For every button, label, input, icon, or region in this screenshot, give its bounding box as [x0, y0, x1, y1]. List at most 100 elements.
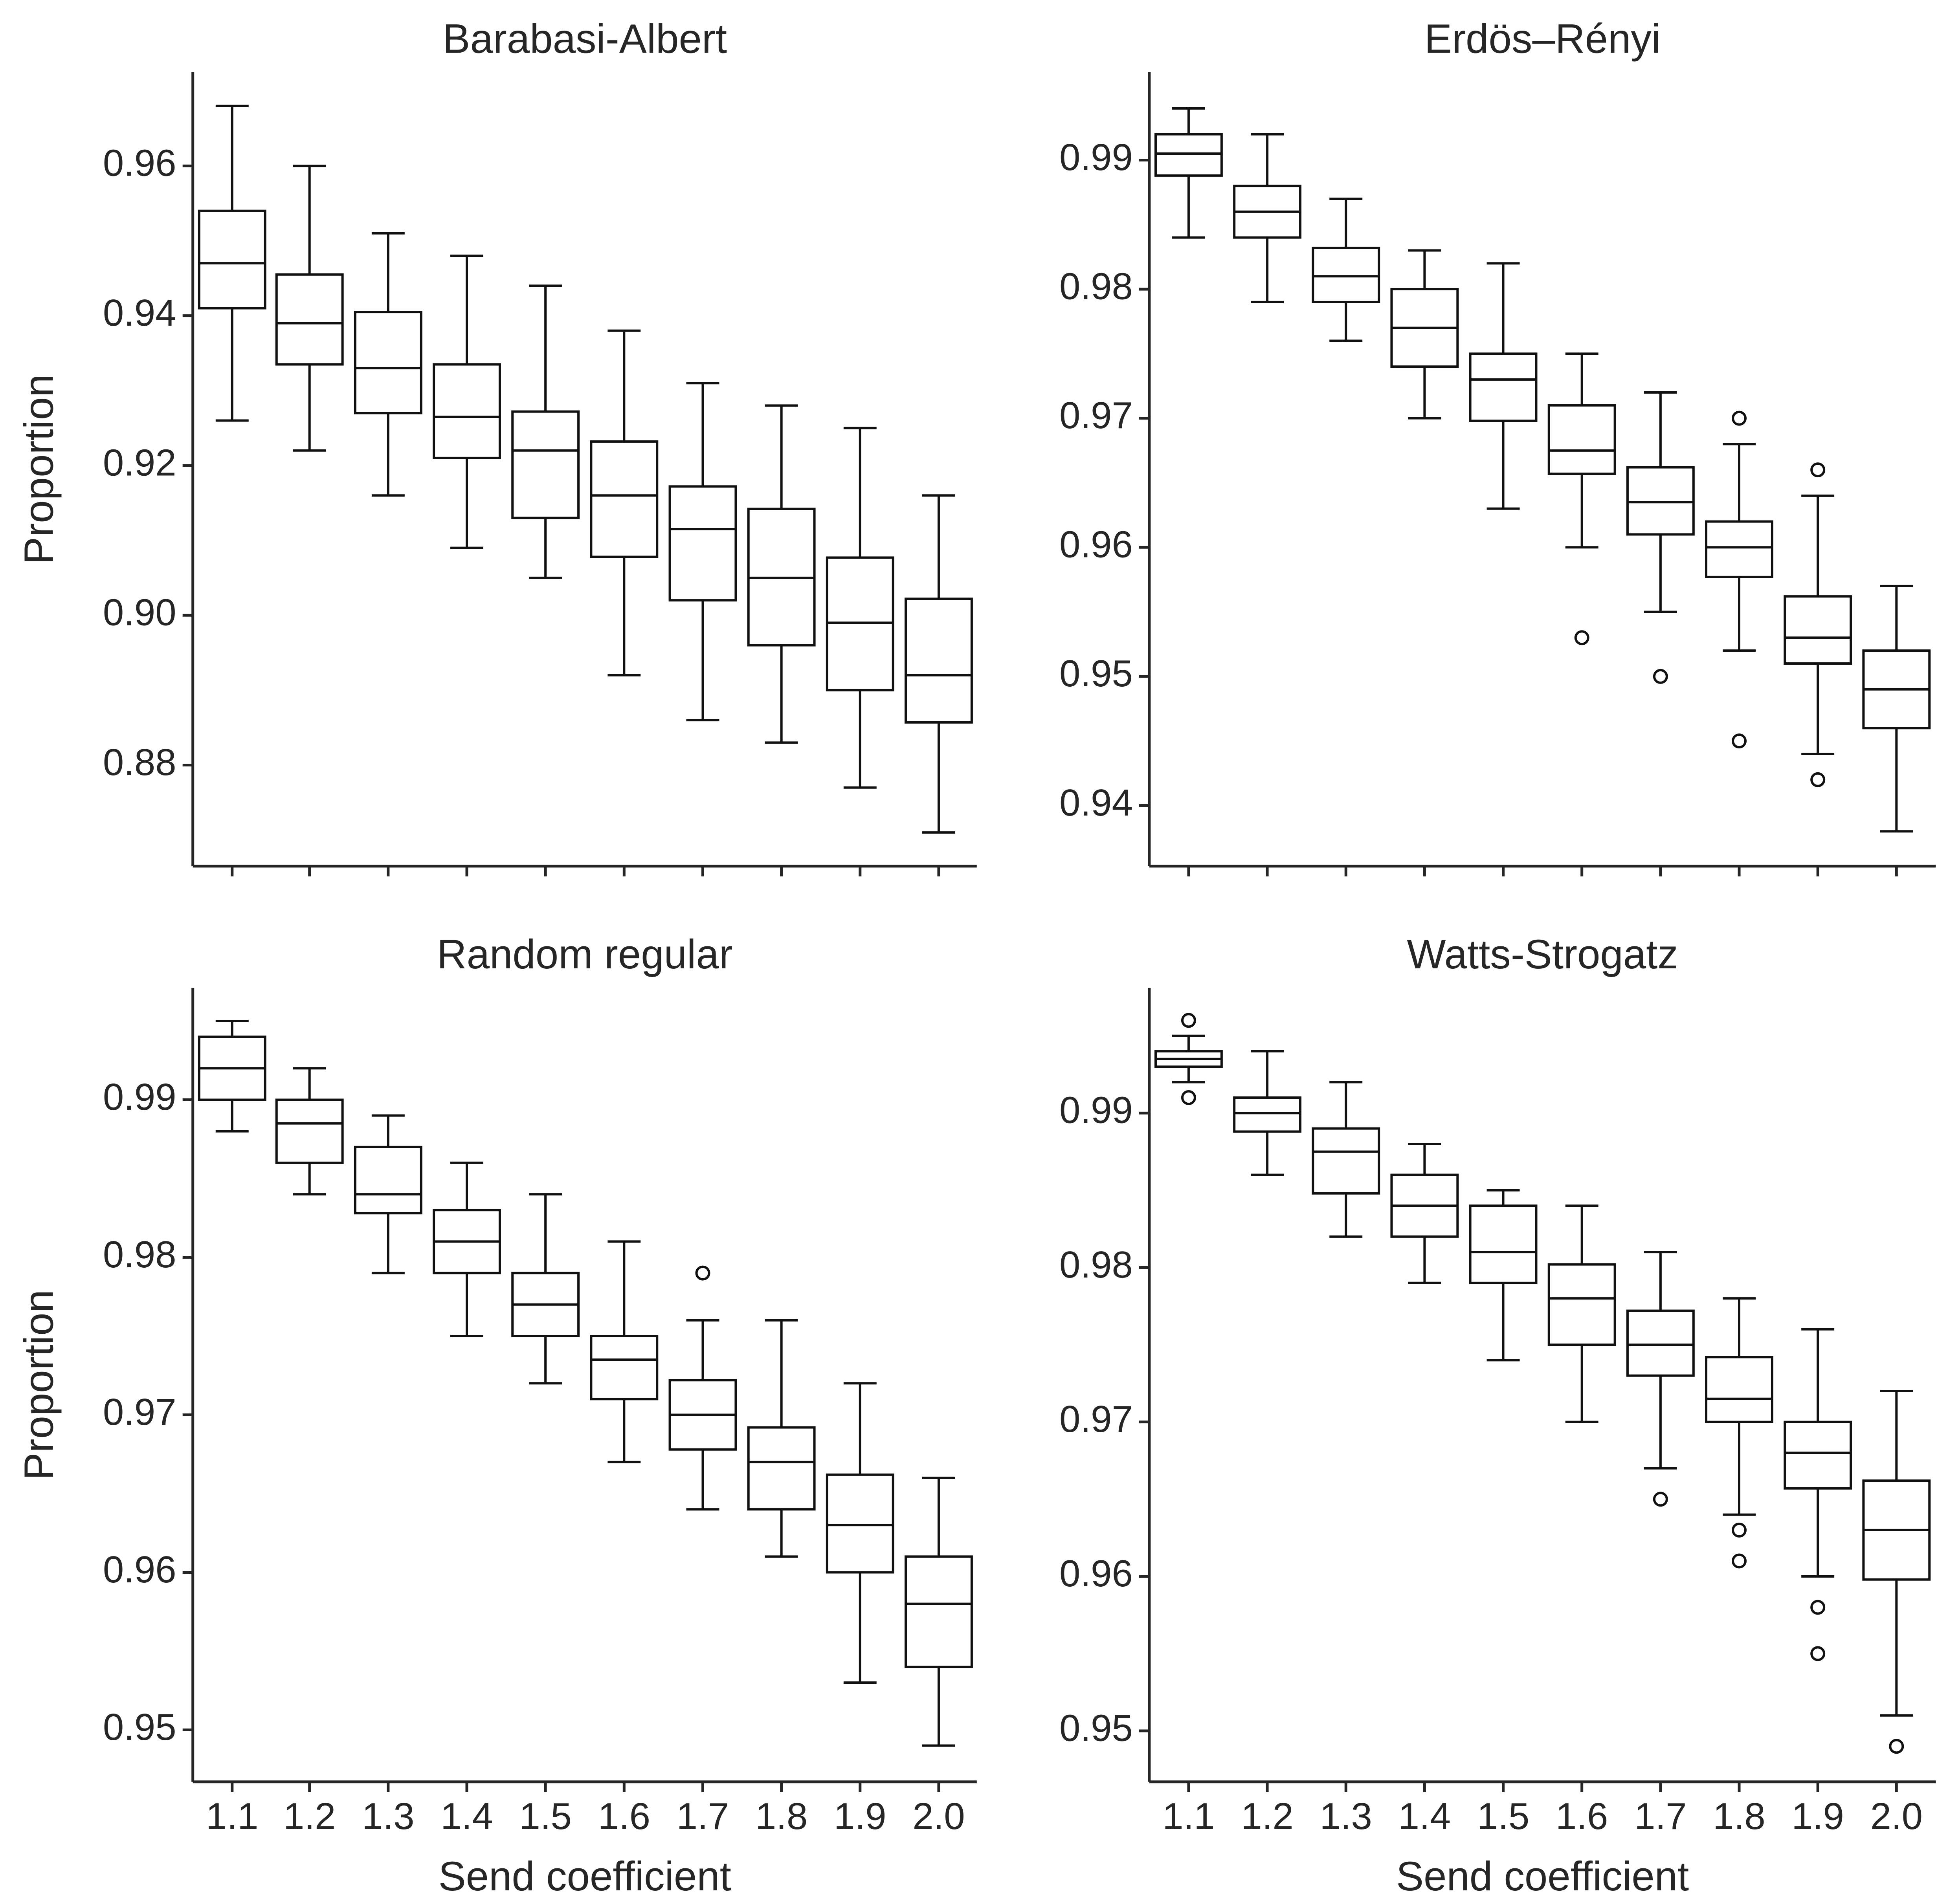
- iqr-box: [1626, 466, 1695, 536]
- iqr-box: [511, 410, 580, 519]
- iqr-box: [1312, 246, 1380, 303]
- outlier-point: [1810, 772, 1826, 787]
- x-tick-label: 1.2: [283, 1795, 336, 1837]
- outlier-point: [1731, 411, 1747, 426]
- box-1.8: [747, 404, 816, 744]
- outlier-point: [1810, 1600, 1826, 1615]
- box-1.4: [1390, 1142, 1459, 1284]
- box-1.1: [198, 104, 266, 422]
- y-axis-label: Proportion: [16, 1290, 62, 1480]
- iqr-box: [1312, 1127, 1380, 1195]
- x-tick-label: 1.1: [1162, 1795, 1215, 1837]
- x-tick-label: 1.6: [1556, 1795, 1608, 1837]
- iqr-box: [590, 440, 659, 558]
- box-2.0: [905, 494, 973, 834]
- iqr-box: [1626, 1309, 1695, 1377]
- box-1.6: [1547, 352, 1616, 645]
- iqr-box: [1547, 1263, 1616, 1346]
- outlier-point: [1810, 462, 1826, 478]
- y-tick-label: 0.99: [1059, 1089, 1133, 1131]
- y-tick-label: 0.98: [1059, 1244, 1133, 1286]
- outlier-point: [1731, 733, 1747, 749]
- x-tick-label: 1.9: [834, 1795, 886, 1837]
- box-1.8: [1705, 1297, 1773, 1569]
- y-tick-label: 0.99: [1059, 136, 1133, 178]
- x-tick-label: 1.1: [206, 1795, 258, 1837]
- x-tick-label: 1.3: [362, 1795, 414, 1837]
- y-tick-label: 0.88: [103, 741, 176, 783]
- box-1.4: [433, 255, 501, 549]
- iqr-box: [433, 363, 501, 459]
- iqr-box: [668, 485, 737, 602]
- y-tick-label: 0.94: [103, 292, 176, 334]
- iqr-box: [905, 1555, 973, 1668]
- x-tick-label: 1.9: [1791, 1795, 1844, 1837]
- iqr-box: [747, 1426, 816, 1511]
- y-tick-label: 0.95: [1059, 653, 1133, 695]
- y-tick-label: 0.96: [1059, 524, 1133, 566]
- box-1.7: [1626, 391, 1695, 684]
- box-1.7: [1626, 1251, 1695, 1507]
- panel-title: Barabasi-Albert: [442, 16, 727, 62]
- iqr-box: [275, 273, 344, 366]
- y-tick-label: 0.97: [1059, 394, 1133, 436]
- box-1.2: [1233, 1050, 1302, 1176]
- x-tick-label: 1.6: [598, 1795, 650, 1837]
- iqr-box: [590, 1335, 659, 1400]
- box-1.9: [826, 1382, 894, 1684]
- y-tick-label: 0.94: [1059, 782, 1133, 824]
- iqr-box: [354, 1146, 422, 1215]
- iqr-box: [198, 209, 266, 310]
- iqr-box: [905, 598, 973, 724]
- outlier-point: [1181, 1090, 1196, 1105]
- x-axis-label: Send coefficient: [1396, 1853, 1689, 1899]
- box-1.8: [747, 1319, 816, 1558]
- y-tick-label: 0.95: [1059, 1707, 1133, 1749]
- box-1.4: [1390, 249, 1459, 420]
- outlier-point: [1889, 1739, 1904, 1754]
- iqr-box: [275, 1098, 344, 1164]
- outlier-point: [1731, 1553, 1747, 1569]
- x-tick-label: 1.7: [677, 1795, 729, 1837]
- outlier-point: [1731, 1522, 1747, 1538]
- box-1.2: [275, 165, 344, 452]
- x-tick-label: 1.5: [1477, 1795, 1529, 1837]
- box-1.3: [1312, 1081, 1380, 1238]
- box-1.9: [826, 427, 894, 789]
- box-1.9: [1784, 462, 1852, 787]
- y-tick-label: 0.98: [1059, 265, 1133, 307]
- outlier-point: [1653, 1492, 1668, 1507]
- box-1.3: [354, 232, 422, 497]
- y-tick-label: 0.92: [103, 442, 176, 484]
- outlier-point: [1181, 1013, 1196, 1028]
- iqr-box: [1547, 404, 1616, 475]
- box-1.2: [1233, 133, 1302, 303]
- panel-0: Barabasi-Albert 0.88 0.90 0.92 0.94 0.96 Propo…: [16, 16, 977, 876]
- box-1.3: [354, 1114, 422, 1274]
- box-1.4: [433, 1161, 501, 1338]
- iqr-box: [826, 1473, 894, 1574]
- x-tick-label: 1.8: [1713, 1795, 1765, 1837]
- x-tick-label: 1.5: [519, 1795, 571, 1837]
- x-tick-label: 1.4: [1398, 1795, 1451, 1837]
- x-tick-label: 1.7: [1634, 1795, 1687, 1837]
- box-1.7: [668, 1265, 737, 1511]
- y-tick-label: 0.98: [103, 1234, 176, 1276]
- outlier-point: [695, 1265, 710, 1281]
- x-tick-label: 1.4: [440, 1795, 493, 1837]
- box-1.9: [1784, 1328, 1852, 1661]
- box-1.1: [1154, 107, 1223, 239]
- iqr-box: [354, 311, 422, 414]
- box-1.5: [1469, 1189, 1538, 1362]
- box-1.8: [1705, 411, 1773, 749]
- outlier-point: [1574, 630, 1589, 645]
- box-1.7: [668, 382, 737, 722]
- box-1.3: [1312, 198, 1380, 342]
- x-tick-label: 1.2: [1241, 1795, 1293, 1837]
- iqr-box: [1233, 1096, 1302, 1133]
- box-1.2: [275, 1067, 344, 1196]
- box-1.5: [511, 1193, 580, 1385]
- x-axis-label: Send coefficient: [439, 1853, 731, 1899]
- box-2.0: [905, 1476, 973, 1747]
